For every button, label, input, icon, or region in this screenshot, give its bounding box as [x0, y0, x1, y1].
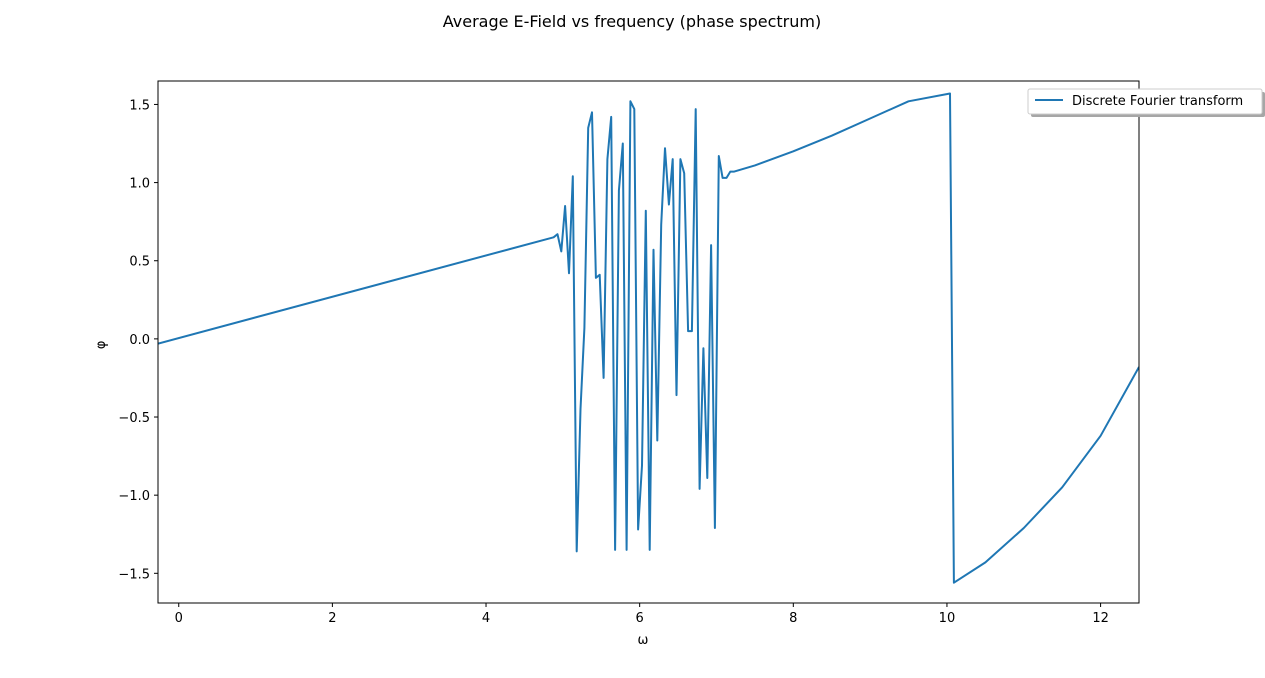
y-tick-label: −1.0 — [118, 489, 150, 504]
y-tick-label: 1.5 — [129, 98, 150, 113]
y-tick-label: −0.5 — [118, 411, 150, 426]
legend-label: Discrete Fourier transform — [1072, 94, 1243, 109]
y-tick-label: 1.0 — [129, 177, 150, 192]
x-tick-label: 0 — [175, 611, 183, 626]
x-tick-label: 6 — [636, 611, 644, 626]
legend-box — [1027, 88, 1263, 115]
x-tick-label: 10 — [939, 611, 956, 626]
plot-area — [158, 92, 1139, 584]
x-tick-label: 2 — [328, 611, 336, 626]
legend: Discrete Fourier transform — [1027, 88, 1265, 117]
y-tick-label: −1.5 — [118, 567, 150, 582]
x-tick-label: 8 — [789, 611, 797, 626]
y-tick-label: 0.5 — [129, 255, 150, 270]
y-tick-label: 0.0 — [129, 333, 150, 348]
series-line-0 — [158, 92, 1139, 584]
x-tick-label: 12 — [1092, 611, 1109, 626]
y-axis-ticks: −1.5 −1.0 −0.5 0.0 0.5 1.0 1.5 — [118, 98, 158, 582]
x-tick-label: 4 — [482, 611, 490, 626]
chart-title: Average E-Field vs frequency (phase spec… — [443, 12, 821, 31]
x-axis-ticks: 0 2 4 6 8 10 12 — [175, 603, 1109, 626]
y-axis-label: φ — [94, 341, 109, 350]
axes-frame — [157, 80, 1140, 604]
x-axis-label: ω — [638, 633, 649, 648]
